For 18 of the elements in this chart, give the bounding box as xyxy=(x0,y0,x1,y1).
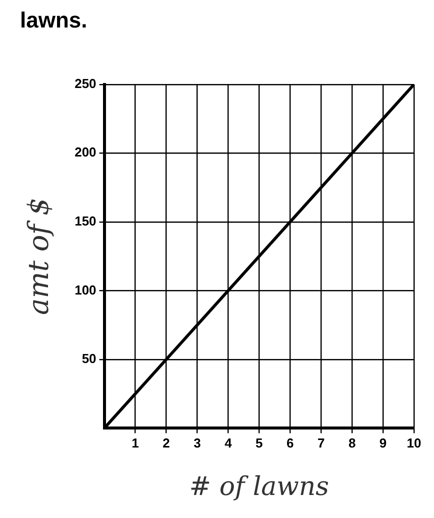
x-tick-label: 10 xyxy=(406,436,422,451)
x-tick-label: 8 xyxy=(348,436,356,451)
y-tick-label: 150 xyxy=(74,214,96,228)
x-tick-label: 2 xyxy=(162,436,170,451)
x-tick-label: 4 xyxy=(224,436,233,451)
y-tick-label: 200 xyxy=(74,144,96,160)
x-tick-label: 9 xyxy=(379,436,387,451)
y-axis-title: amt of $ xyxy=(22,198,56,315)
y-tick-label: 100 xyxy=(74,282,96,298)
x-tick-label: 3 xyxy=(194,436,201,451)
y-tick-label: 250 xyxy=(74,76,96,91)
x-tick-label: 5 xyxy=(256,436,263,451)
x-axis-title: # of lawns xyxy=(189,472,330,502)
y-tick-label: 50 xyxy=(82,351,96,366)
x-tick-label: 7 xyxy=(317,436,325,451)
x-tick-label: 6 xyxy=(286,436,294,451)
x-tick-label: 1 xyxy=(132,436,139,451)
chart-title: lawns. xyxy=(20,7,88,32)
